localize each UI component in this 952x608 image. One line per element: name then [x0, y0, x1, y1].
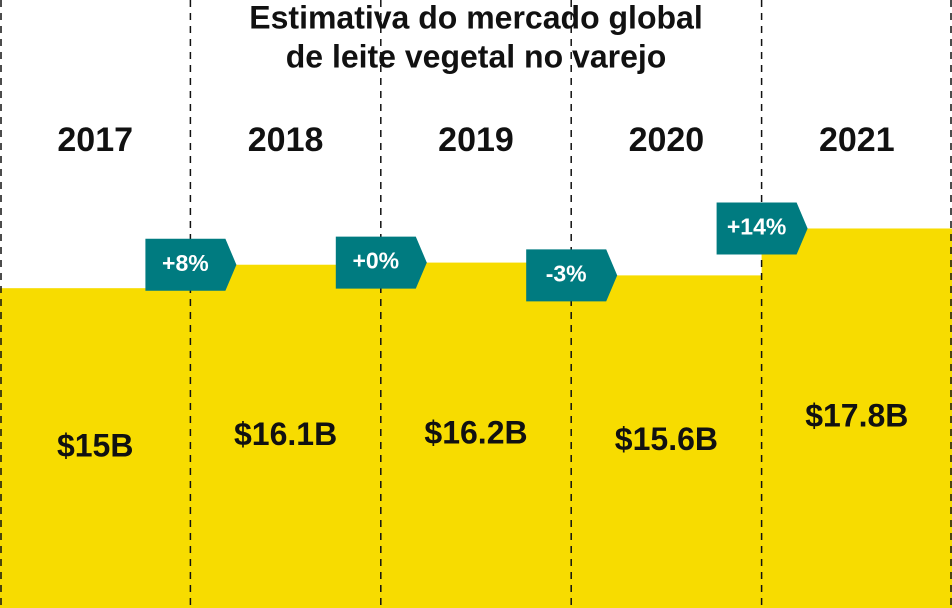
change-label: +14% — [727, 214, 786, 240]
change-tag — [145, 238, 237, 291]
bar — [761, 228, 952, 608]
year-label: 2018 — [248, 121, 324, 159]
change-tag — [526, 249, 618, 302]
bar — [190, 264, 382, 608]
change-tag — [335, 236, 427, 289]
year-label: 2020 — [629, 121, 705, 159]
change-label: +8% — [162, 250, 209, 276]
change-tag — [716, 202, 808, 255]
value-label: $15B — [57, 428, 134, 464]
value-label: $17.8B — [805, 398, 908, 434]
chart-title: de leite vegetal no varejo — [286, 38, 667, 74]
bar — [571, 275, 763, 608]
change-label: +0% — [352, 248, 399, 274]
chart-title: Estimativa do mercado global — [249, 0, 702, 35]
change-label: -3% — [546, 260, 587, 286]
bar — [0, 288, 191, 608]
value-label: $15.6B — [615, 421, 718, 457]
bar — [380, 262, 572, 608]
value-label: $16.2B — [424, 415, 527, 451]
year-label: 2017 — [57, 121, 133, 159]
year-label: 2021 — [819, 121, 895, 159]
value-label: $16.1B — [234, 416, 337, 452]
year-label: 2019 — [438, 121, 514, 159]
